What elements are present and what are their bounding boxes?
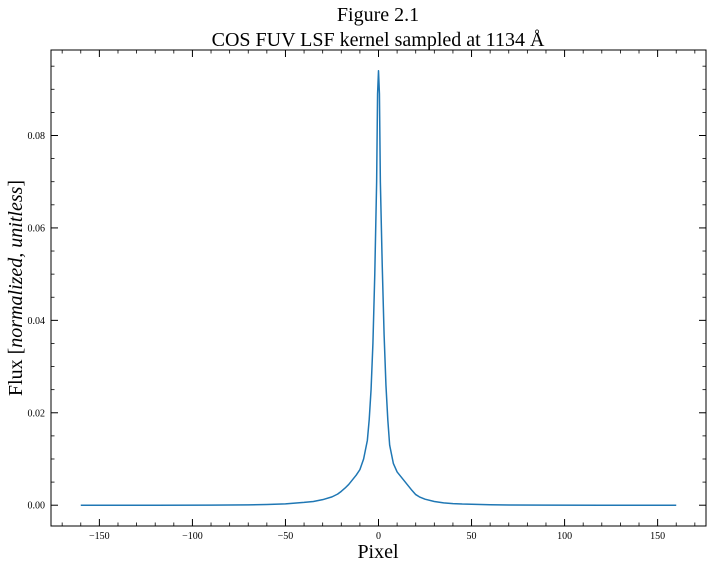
x-tick-label: 0 bbox=[376, 531, 381, 542]
series-line-0 bbox=[80, 70, 677, 506]
plot-area bbox=[80, 70, 677, 506]
y-tick-label: 0.02 bbox=[28, 408, 46, 419]
chart-subtitle: COS FUV LSF kernel sampled at 1134 Å bbox=[212, 29, 545, 51]
x-tick-label: −50 bbox=[278, 531, 294, 542]
y-tick-label: 0.06 bbox=[28, 223, 46, 234]
y-axis-label: Flux [normalized, unitless] bbox=[5, 180, 27, 396]
x-tick-label: 150 bbox=[650, 531, 665, 542]
x-axis-label: Pixel bbox=[357, 541, 399, 563]
x-tick-label: −100 bbox=[182, 531, 203, 542]
y-axis-label-italic: normalized, unitless bbox=[5, 186, 27, 347]
y-axis-label-prefix: Flux [ bbox=[5, 348, 27, 396]
axis-ticks: −150 −100 −50 0 50 100 150 0.00 0.02 0.04 0.06 0.08 bbox=[28, 50, 706, 542]
x-tick-label: 100 bbox=[557, 531, 572, 542]
y-tick-label: 0.04 bbox=[28, 316, 46, 327]
chart-title: Figure 2.1 bbox=[337, 4, 419, 26]
y-tick-label: 0.08 bbox=[28, 131, 46, 142]
y-tick-label: 0.00 bbox=[28, 501, 46, 512]
y-axis-label-suffix: ] bbox=[5, 180, 27, 187]
plot-frame bbox=[50, 49, 707, 527]
x-tick-label: −150 bbox=[89, 531, 110, 542]
x-tick-label: 50 bbox=[467, 531, 477, 542]
